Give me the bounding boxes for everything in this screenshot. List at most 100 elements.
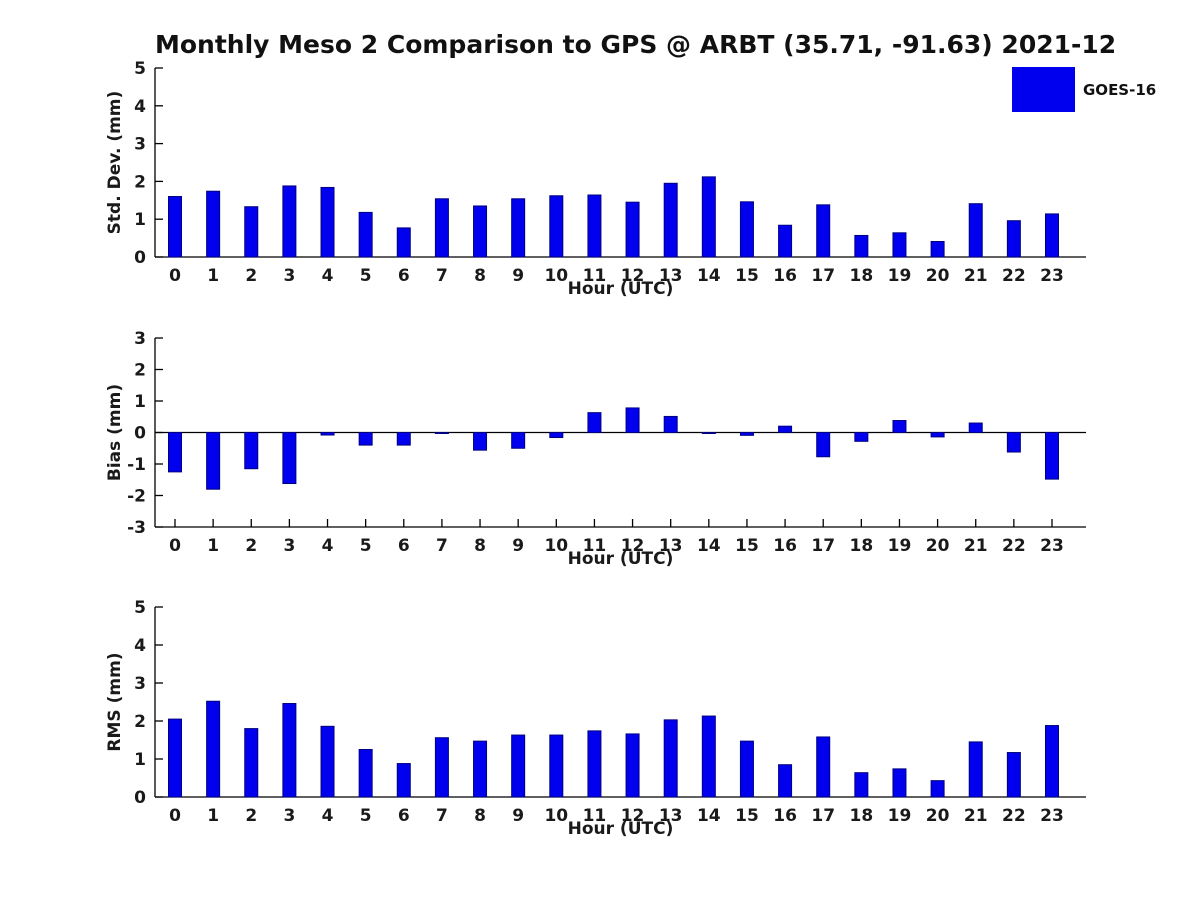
bar-hour-8 bbox=[473, 205, 488, 258]
x-tick-label: 23 bbox=[1040, 536, 1064, 556]
x-tick-label: 18 bbox=[850, 266, 874, 286]
y-tick-label: 1 bbox=[134, 210, 146, 230]
bar-hour-12 bbox=[625, 407, 640, 433]
x-tick-label: 4 bbox=[322, 536, 334, 556]
x-tick-label: 9 bbox=[512, 806, 524, 826]
x-tick-label: 14 bbox=[697, 266, 721, 286]
y-tick-label: 3 bbox=[134, 329, 146, 349]
bar-hour-22 bbox=[1006, 752, 1021, 798]
x-tick-label: 22 bbox=[1002, 266, 1026, 286]
bar-hour-4 bbox=[320, 432, 335, 436]
bar-hour-1 bbox=[206, 432, 221, 490]
x-tick-label: 10 bbox=[544, 806, 568, 826]
x-tick-label: 23 bbox=[1040, 806, 1064, 826]
y-tick-label: -3 bbox=[127, 518, 146, 538]
bar-hour-18 bbox=[854, 432, 869, 442]
y-tick-label: -2 bbox=[127, 487, 146, 507]
bar-hour-15 bbox=[739, 201, 754, 258]
x-tick-label: 18 bbox=[850, 806, 874, 826]
y-tick-label: 4 bbox=[134, 636, 146, 656]
x-tick-label: 17 bbox=[811, 266, 835, 286]
bar-hour-5 bbox=[358, 749, 373, 798]
y-tick-label: 2 bbox=[134, 172, 146, 192]
x-tick-label: 16 bbox=[773, 806, 797, 826]
x-tick-label: 4 bbox=[322, 266, 334, 286]
bar-hour-16 bbox=[778, 764, 793, 798]
y-tick-label: 1 bbox=[134, 750, 146, 770]
bar-hour-14 bbox=[701, 176, 716, 258]
x-tick-label: 2 bbox=[245, 266, 257, 286]
bar-hour-4 bbox=[320, 725, 335, 798]
x-tick-label: 14 bbox=[697, 806, 721, 826]
x-tick-label: 20 bbox=[926, 806, 950, 826]
bar-hour-4 bbox=[320, 186, 335, 258]
x-tick-label: 1 bbox=[207, 536, 219, 556]
x-tick-label: 21 bbox=[964, 266, 988, 286]
x-tick-label: 13 bbox=[659, 806, 683, 826]
y-tick-label: 4 bbox=[134, 97, 146, 117]
x-tick-label: 20 bbox=[926, 536, 950, 556]
x-tick-label: 12 bbox=[621, 266, 645, 286]
y-tick-label: 3 bbox=[134, 135, 146, 155]
bar-hour-21 bbox=[968, 422, 983, 433]
bar-hour-7 bbox=[434, 737, 449, 798]
x-tick-label: 13 bbox=[659, 536, 683, 556]
y-tick-label: 1 bbox=[134, 392, 146, 412]
y-tick-label: 5 bbox=[134, 59, 146, 79]
x-tick-label: 21 bbox=[964, 806, 988, 826]
x-axis-label: Hour (UTC) bbox=[568, 819, 674, 839]
bar-hour-3 bbox=[282, 185, 297, 258]
bar-hour-22 bbox=[1006, 220, 1021, 258]
x-tick-label: 5 bbox=[360, 806, 372, 826]
bar-hour-12 bbox=[625, 733, 640, 798]
bar-hour-15 bbox=[739, 740, 754, 798]
x-tick-label: 12 bbox=[621, 806, 645, 826]
figure-title: Monthly Meso 2 Comparison to GPS @ ARBT … bbox=[155, 30, 1117, 59]
x-tick-label: 13 bbox=[659, 266, 683, 286]
x-tick-label: 19 bbox=[888, 536, 912, 556]
bar-hour-9 bbox=[511, 432, 526, 449]
x-tick-label: 19 bbox=[888, 266, 912, 286]
y-tick-label: 2 bbox=[134, 712, 146, 732]
x-tick-label: 7 bbox=[436, 536, 448, 556]
bar-hour-13 bbox=[663, 719, 678, 798]
bar-hour-19 bbox=[892, 768, 907, 798]
bar-hour-18 bbox=[854, 234, 869, 258]
bar-hour-19 bbox=[892, 232, 907, 258]
bar-hour-6 bbox=[396, 763, 411, 798]
x-tick-label: 15 bbox=[735, 536, 759, 556]
bar-hour-17 bbox=[816, 204, 831, 258]
y-tick-label: 5 bbox=[134, 598, 146, 618]
x-tick-label: 9 bbox=[512, 536, 524, 556]
y-tick-label: 0 bbox=[134, 788, 146, 808]
bar-hour-3 bbox=[282, 703, 297, 798]
bar-hour-1 bbox=[206, 700, 221, 798]
bar-hour-0 bbox=[168, 196, 182, 258]
x-tick-label: 9 bbox=[512, 266, 524, 286]
bar-hour-6 bbox=[396, 432, 411, 446]
x-tick-label: 6 bbox=[398, 536, 410, 556]
x-tick-label: 4 bbox=[322, 806, 334, 826]
x-tick-label: 17 bbox=[811, 806, 835, 826]
bar-hour-23 bbox=[1044, 213, 1059, 258]
x-tick-label: 7 bbox=[436, 806, 448, 826]
bar-hour-20 bbox=[930, 432, 945, 438]
bar-hour-11 bbox=[587, 412, 602, 433]
x-axis-label: Hour (UTC) bbox=[568, 279, 674, 299]
x-tick-label: 10 bbox=[544, 266, 568, 286]
bar-hour-1 bbox=[206, 190, 221, 258]
x-tick-label: 16 bbox=[773, 536, 797, 556]
y-tick-label: 0 bbox=[134, 248, 146, 268]
bar-hour-16 bbox=[778, 425, 793, 434]
x-tick-label: 6 bbox=[398, 806, 410, 826]
x-tick-label: 0 bbox=[169, 806, 181, 826]
bar-hour-5 bbox=[358, 211, 373, 258]
x-tick-label: 21 bbox=[964, 536, 988, 556]
bar-hour-0 bbox=[168, 432, 182, 473]
x-tick-label: 1 bbox=[207, 266, 219, 286]
x-tick-label: 15 bbox=[735, 266, 759, 286]
x-tick-label: 5 bbox=[360, 536, 372, 556]
x-tick-label: 19 bbox=[888, 806, 912, 826]
